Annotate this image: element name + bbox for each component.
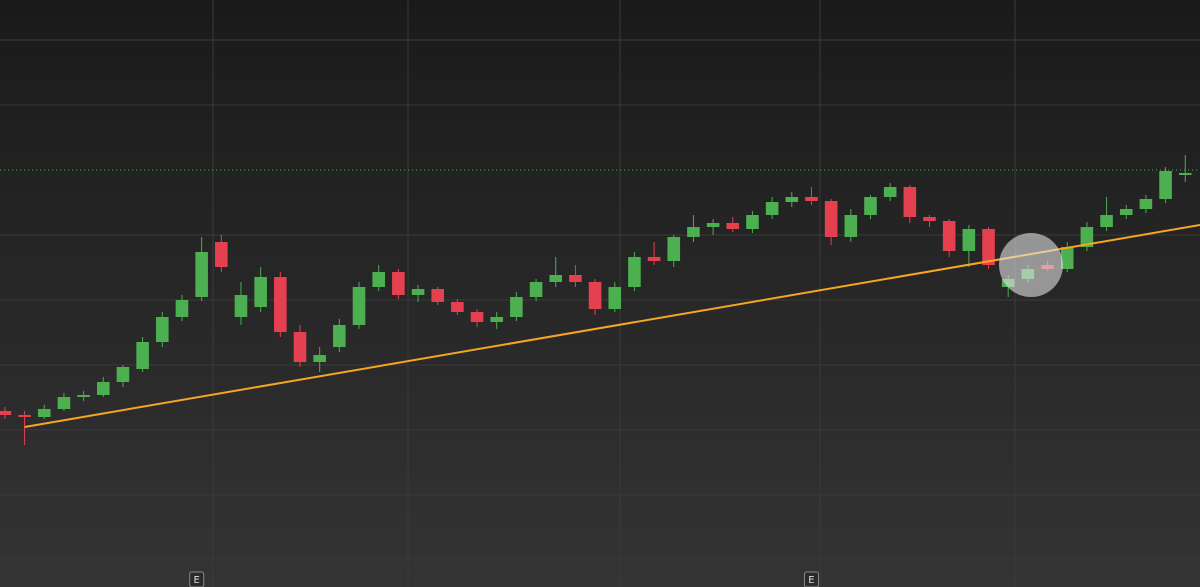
- candle-body: [608, 287, 622, 309]
- candle-body: [1100, 215, 1113, 227]
- candle-body: [215, 242, 228, 267]
- candle-body: [57, 397, 71, 409]
- candle-body: [923, 217, 936, 221]
- candle-body: [549, 275, 563, 282]
- candle-body: [569, 275, 582, 282]
- candle-body: [628, 257, 641, 287]
- candle-body: [805, 197, 818, 201]
- candle-body: [1159, 171, 1172, 199]
- candle-body: [490, 317, 504, 322]
- candle-body: [254, 277, 267, 307]
- candle-body: [18, 415, 31, 417]
- candle-body: [1119, 209, 1133, 215]
- event-label: E: [808, 575, 814, 586]
- candle-body: [274, 277, 287, 332]
- candle-body: [903, 187, 917, 217]
- candle-body: [883, 187, 897, 197]
- candle-body: [588, 282, 602, 309]
- candle-body: [982, 229, 995, 265]
- candle-body: [156, 317, 169, 342]
- candle-body: [195, 252, 208, 297]
- candle-body: [687, 227, 700, 237]
- candle-body: [116, 367, 130, 382]
- candle-body: [136, 342, 149, 369]
- highlight-circle: [999, 233, 1063, 297]
- candle-body: [333, 325, 346, 347]
- candle-body: [510, 297, 523, 317]
- candle-body: [96, 382, 110, 395]
- candle-body: [844, 215, 858, 237]
- candle-body: [411, 289, 425, 295]
- candle-body: [37, 409, 51, 417]
- candle-body: [529, 282, 543, 297]
- candle-body: [234, 295, 248, 317]
- candle-body: [293, 332, 307, 362]
- candle-body: [175, 300, 189, 317]
- candle-body: [1178, 173, 1192, 175]
- candle-body: [942, 221, 956, 251]
- candle-body: [746, 215, 759, 229]
- event-marker: [189, 571, 205, 587]
- candle-body: [726, 223, 740, 229]
- candle-body: [352, 287, 366, 325]
- candle-body: [765, 202, 779, 215]
- event-label: E: [194, 575, 200, 586]
- candle-body: [451, 302, 464, 312]
- candle-body: [864, 197, 877, 215]
- candle-body: [372, 272, 385, 287]
- candle-body: [667, 237, 681, 261]
- candle-body: [824, 201, 838, 237]
- candle-body: [785, 197, 799, 202]
- candle-body: [1080, 227, 1094, 247]
- candle-body: [470, 312, 484, 322]
- candle-body: [1060, 247, 1074, 269]
- candle-body: [0, 411, 12, 415]
- candle-body: [392, 272, 405, 295]
- candle-body: [313, 355, 326, 362]
- event-marker: [803, 571, 819, 587]
- candle-body: [706, 223, 720, 227]
- candle-body: [647, 257, 661, 261]
- candle-body: [1139, 199, 1153, 209]
- candle-body: [431, 289, 444, 302]
- candle-body: [962, 229, 976, 251]
- candle-body: [77, 395, 90, 397]
